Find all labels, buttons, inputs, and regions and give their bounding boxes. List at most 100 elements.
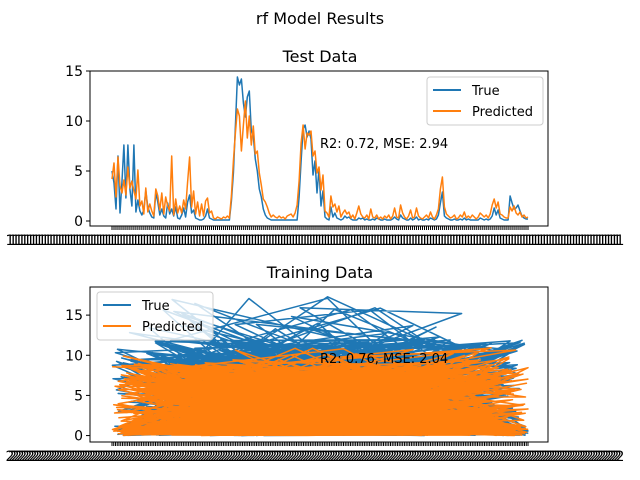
xtick-label: 2 (179, 449, 188, 465)
test-data-y-axis: 0 5 10 15 (65, 64, 90, 230)
xtick-label: 2 (442, 449, 451, 465)
xtick-label: 2 (559, 449, 568, 465)
xtick-label: 1 (17, 233, 26, 249)
ytick-label: 15 (65, 308, 83, 324)
xtick-label: 2 (46, 449, 55, 465)
xtick-label: 1 (224, 233, 233, 249)
xtick-label: 2 (80, 449, 89, 465)
xtick-label: 2 (404, 449, 413, 465)
xtick-label: 2 (542, 449, 551, 465)
xtick-label: 2 (212, 449, 221, 465)
xtick-label: 2 (373, 449, 382, 465)
xtick-label: 2 (483, 449, 492, 465)
xtick-label: 2 (286, 449, 295, 465)
xtick-label: 1 (607, 233, 616, 249)
xtick-label: 2 (549, 449, 558, 465)
xtick-label: 1 (327, 233, 336, 249)
xtick-label: 2 (171, 449, 180, 465)
xtick-label: 1 (432, 233, 441, 249)
xtick-label: 2 (41, 449, 50, 465)
xtick-label: 2 (294, 449, 303, 465)
xtick-label: 2 (577, 449, 586, 465)
xtick-label: 1 (440, 233, 449, 249)
xtick-label: 1 (508, 233, 517, 249)
xtick-label: 2 (77, 449, 86, 465)
xtick-label: 2 (319, 449, 328, 465)
xtick-label: 1 (443, 233, 452, 249)
training-data-plot-area (111, 296, 529, 437)
xtick-label: 1 (335, 233, 344, 249)
xtick-label: 1 (23, 233, 32, 249)
xtick-label: 1 (414, 233, 423, 249)
xtick-label: 2 (59, 449, 68, 465)
xtick-label: 1 (356, 233, 365, 249)
xtick-label: 2 (207, 449, 216, 465)
xtick-label: 1 (8, 233, 17, 249)
xtick-label: 2 (6, 449, 15, 465)
xtick-label: 1 (595, 233, 604, 249)
xtick-label: 2 (120, 449, 129, 465)
xtick-label: 1 (61, 233, 70, 249)
test-data-legend: True Predicted (426, 76, 544, 126)
training-data-xticks (111, 442, 529, 446)
xtick-label: 2 (580, 449, 589, 465)
xtick-label: 2 (291, 449, 300, 465)
xtick-label: 1 (254, 233, 263, 249)
xtick-label: 2 (562, 449, 571, 465)
xtick-label: 1 (525, 233, 534, 249)
xtick-label: 1 (610, 233, 619, 249)
xtick-label: 1 (20, 233, 29, 249)
xtick-label: 1 (175, 233, 184, 249)
test-data-xticks (111, 226, 529, 230)
xtick-label: 1 (248, 233, 257, 249)
xtick-label: 1 (362, 233, 371, 249)
test-data-axes-frame (89, 70, 549, 227)
xtick-label: 2 (524, 449, 533, 465)
xtick-label: 1 (137, 233, 146, 249)
ytick-label: 15 (65, 64, 83, 80)
test-data-panel: Test Data 111111111111111111111111111111… (6, 47, 625, 249)
xtick-label: 1 (429, 233, 438, 249)
xtick-label: 2 (317, 449, 326, 465)
xtick-label: 2 (567, 449, 576, 465)
xtick-label: 1 (569, 233, 578, 249)
xtick-label: 1 (388, 233, 397, 249)
xtick-label: 2 (16, 449, 25, 465)
xtick-label: 1 (35, 233, 44, 249)
xtick-label: 1 (438, 233, 447, 249)
xtick-label: 2 (493, 449, 502, 465)
xtick-label: 2 (572, 449, 581, 465)
xtick-label: 1 (566, 233, 575, 249)
xtick-label: 1 (213, 233, 222, 249)
xtick-label: 1 (417, 233, 426, 249)
xtick-label: 1 (26, 233, 35, 249)
xtick-label: 2 (210, 449, 219, 465)
xtick-label: 1 (475, 233, 484, 249)
xtick-label: 1 (516, 233, 525, 249)
xtick-label: 2 (125, 449, 134, 465)
training-data-y-axis: 0 5 10 15 (65, 308, 90, 445)
xtick-label: 1 (423, 233, 432, 249)
xtick-label: 2 (325, 449, 334, 465)
xtick-label: 1 (55, 233, 64, 249)
xtick-label: 1 (11, 233, 20, 249)
training-data-metrics-annotation: R2: 0.76, MSE: 2.04 (320, 352, 448, 367)
xtick-label: 2 (475, 449, 484, 465)
xtick-label: 2 (51, 449, 60, 465)
xtick-label: 2 (480, 449, 489, 465)
xtick-label: 2 (570, 449, 579, 465)
xtick-label: 2 (169, 449, 178, 465)
xtick-label: 2 (355, 449, 364, 465)
xtick-label: 2 (534, 449, 543, 465)
xtick-label: 1 (29, 233, 38, 249)
xtick-label: 2 (85, 449, 94, 465)
xtick-label: 1 (344, 233, 353, 249)
xtick-label: 2 (516, 449, 525, 465)
xtick-label: 2 (240, 449, 249, 465)
xtick-label: 1 (563, 233, 572, 249)
xtick-label: 2 (72, 449, 81, 465)
xtick-label: 1 (32, 233, 41, 249)
xtick-label: 2 (23, 449, 32, 465)
xtick-label: 1 (411, 233, 420, 249)
xtick-label: 1 (379, 233, 388, 249)
